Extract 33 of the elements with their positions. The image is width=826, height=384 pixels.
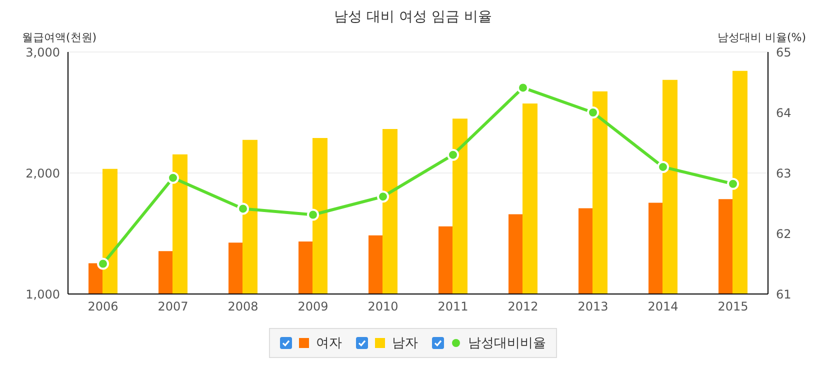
y2-tick-label: 65	[776, 45, 792, 60]
point	[587, 106, 599, 118]
x-tick-label: 2006	[88, 300, 118, 314]
y2-tick-label: 62	[776, 226, 792, 241]
y2-tick-label: 61	[776, 287, 792, 302]
chart-title: 남성 대비 여성 임금 비율	[333, 8, 493, 27]
legend-label: 남자	[392, 335, 418, 352]
x-tick-label: 2012	[508, 300, 538, 314]
x-tick-label: 2013	[578, 300, 608, 314]
point	[97, 258, 109, 270]
y-axis-title: 월급여액(천원)	[22, 30, 97, 44]
y2-tick-label: 64	[776, 106, 792, 120]
legend-label: 남성대비비율	[468, 335, 546, 352]
point	[657, 160, 669, 173]
legend-label: 여자	[316, 335, 342, 352]
y-tick-label: 2,000	[26, 166, 60, 180]
x-tick-label: 2011	[438, 300, 468, 314]
y-tick-label: 1,000	[26, 287, 60, 302]
x-tick-label: 2010	[368, 300, 398, 314]
x-tick-label: 2009	[298, 300, 328, 314]
x-tick-label: 2008	[228, 300, 258, 314]
y-tick-label: 3,000	[26, 45, 60, 60]
x-tick-label: 2014	[648, 300, 678, 314]
point	[727, 178, 739, 190]
point	[307, 208, 319, 221]
point	[167, 172, 179, 184]
point	[447, 148, 459, 161]
x-tick-label: 2015	[718, 300, 748, 314]
x-tick-label: 2007	[158, 300, 188, 314]
y2-axis-title: 남성대비 비율(%)	[717, 30, 806, 44]
point	[237, 202, 249, 215]
y2-tick-label: 63	[776, 166, 792, 180]
point	[377, 190, 389, 203]
